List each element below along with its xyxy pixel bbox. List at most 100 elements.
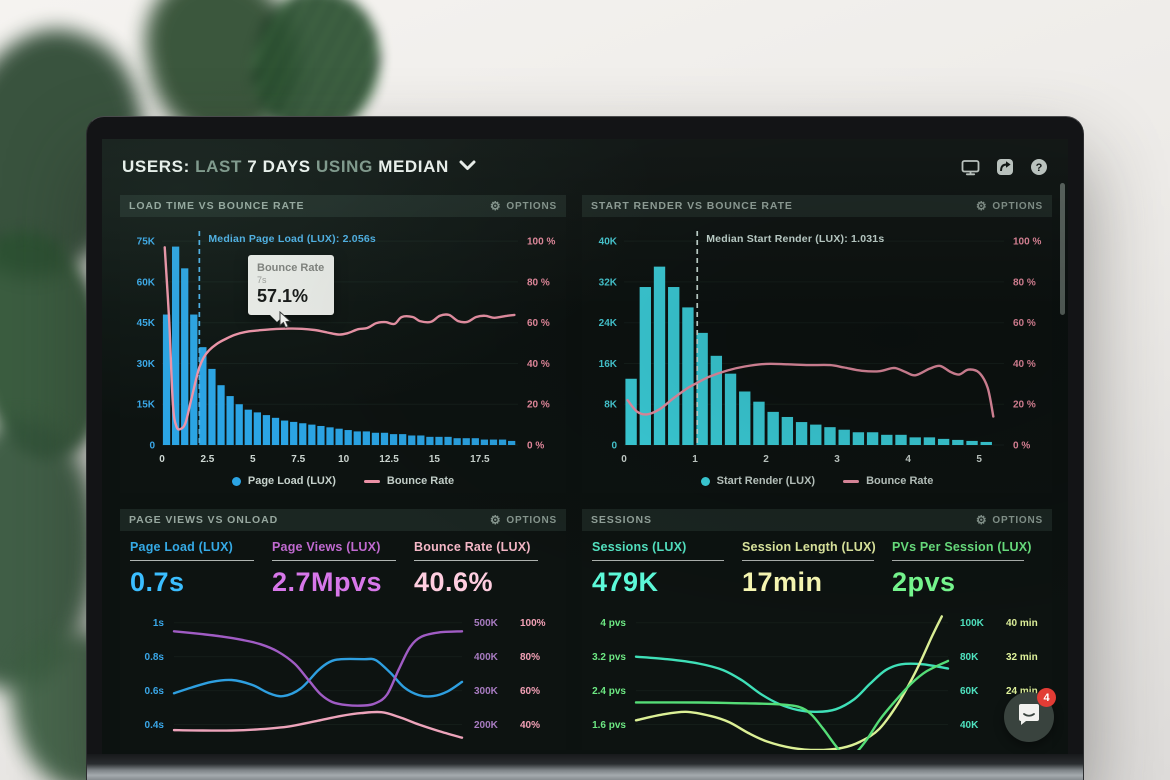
metric-underline: [892, 560, 1024, 561]
metric-value: 2.7Mpvs: [272, 567, 383, 597]
svg-text:40%: 40%: [520, 720, 540, 731]
options-button[interactable]: ⚙ OPTIONS: [489, 513, 557, 527]
svg-text:45K: 45K: [137, 318, 156, 329]
svg-text:40 %: 40 %: [1013, 359, 1036, 370]
title-part: MEDIAN: [378, 157, 449, 176]
tooltip-title: Bounce Rate: [257, 262, 325, 274]
gear-icon: ⚙: [975, 513, 988, 527]
metric-label: Sessions (LUX): [592, 540, 687, 554]
svg-text:0 %: 0 %: [527, 441, 544, 452]
metric-underline: [130, 560, 254, 561]
svg-text:500K: 500K: [474, 618, 499, 629]
tooltip-subtitle: 7s: [257, 275, 267, 285]
metrics-row: Sessions (LUX) 479K Session Length (LUX)…: [582, 531, 1052, 600]
svg-text:1: 1: [692, 454, 698, 465]
svg-text:75K: 75K: [137, 237, 156, 248]
svg-text:3: 3: [834, 454, 840, 465]
panel-header: SESSIONS ⚙ OPTIONS: [582, 509, 1052, 531]
svg-text:0.6s: 0.6s: [145, 686, 165, 697]
metric-session-length: Session Length (LUX) 17min: [742, 540, 892, 598]
metric-value: 40.6%: [414, 567, 494, 597]
svg-text:0: 0: [621, 454, 627, 465]
gear-icon: ⚙: [975, 199, 988, 213]
chart-legend: Page Load (LUX) Bounce Rate: [120, 469, 566, 493]
legend-item: Bounce Rate: [843, 475, 933, 487]
panel-header: START RENDER VS BOUNCE RATE ⚙ OPTIONS: [582, 195, 1052, 217]
svg-text:400K: 400K: [474, 652, 499, 663]
svg-text:5: 5: [250, 454, 256, 465]
svg-text:?: ?: [1035, 162, 1042, 174]
chart-legend: Start Render (LUX) Bounce Rate: [582, 469, 1052, 493]
svg-text:0: 0: [149, 441, 155, 452]
svg-text:16K: 16K: [599, 359, 618, 370]
svg-text:7.5: 7.5: [291, 454, 305, 465]
svg-text:300K: 300K: [474, 686, 499, 697]
svg-text:40 %: 40 %: [527, 359, 550, 370]
svg-text:100%: 100%: [520, 618, 546, 629]
metric-label: Page Load (LUX): [130, 540, 234, 554]
metric-label: Bounce Rate (LUX): [414, 540, 531, 554]
options-button[interactable]: ⚙ OPTIONS: [975, 199, 1043, 213]
svg-text:2.4 pvs: 2.4 pvs: [592, 686, 626, 697]
chat-widget-button[interactable]: 4: [1004, 688, 1056, 742]
panel-title: START RENDER VS BOUNCE RATE: [591, 200, 793, 212]
panel-header: PAGE VIEWS VS ONLOAD ⚙ OPTIONS: [120, 509, 566, 531]
svg-text:0: 0: [159, 454, 165, 465]
svg-text:40K: 40K: [599, 237, 618, 248]
svg-text:40K: 40K: [960, 720, 979, 731]
scrollbar-thumb[interactable]: [1060, 183, 1065, 315]
svg-text:60K: 60K: [960, 686, 979, 697]
options-button[interactable]: ⚙ OPTIONS: [975, 513, 1043, 527]
svg-text:80 %: 80 %: [1013, 277, 1036, 288]
metric-pvs-per-session: PVs Per Session (LUX) 2pvs: [892, 540, 1042, 598]
dashboard-title-dropdown[interactable]: USERS: LAST 7 DAYS USING MEDIAN: [122, 157, 476, 177]
svg-text:32K: 32K: [599, 277, 618, 288]
panel-title: PAGE VIEWS VS ONLOAD: [129, 514, 279, 526]
title-part: USERS:: [122, 157, 196, 176]
svg-text:60 %: 60 %: [1013, 318, 1036, 329]
svg-text:15K: 15K: [137, 400, 156, 411]
options-button[interactable]: ⚙ OPTIONS: [489, 199, 557, 213]
page-title: USERS: LAST 7 DAYS USING MEDIAN: [122, 157, 449, 177]
svg-text:24K: 24K: [599, 318, 618, 329]
mouse-cursor-icon: [278, 310, 292, 334]
chat-bubble-icon: [1016, 702, 1042, 733]
svg-text:2: 2: [763, 454, 769, 465]
svg-text:32 min: 32 min: [1006, 652, 1038, 663]
metric-label: PVs Per Session (LUX): [892, 540, 1032, 554]
start-render-chart: 40K 100 % 32K 80 % 24K 60 % 16K 40 % 8K 20 % 0 0 % 0…: [599, 231, 1041, 465]
svg-text:4: 4: [905, 454, 911, 465]
panel-load-time-vs-bounce-rate: LOAD TIME VS BOUNCE RATE ⚙ OPTIONS 75K 100…: [120, 195, 566, 493]
metric-value: 17min: [742, 567, 823, 597]
svg-text:Median Page Load (LUX): 2.056s: Median Page Load (LUX): 2.056s: [208, 233, 376, 245]
svg-text:60 %: 60 %: [527, 318, 550, 329]
dashboard-header: USERS: LAST 7 DAYS USING MEDIAN ?: [102, 139, 1068, 195]
panel-start-render-vs-bounce-rate: START RENDER VS BOUNCE RATE ⚙ OPTIONS 40K…: [582, 195, 1052, 493]
share-icon[interactable]: [995, 158, 1014, 177]
legend-item: Start Render (LUX): [700, 475, 815, 487]
panel-sessions: SESSIONS ⚙ OPTIONS Sessions (LUX) 479K Se…: [582, 509, 1052, 750]
svg-text:1s: 1s: [153, 618, 165, 629]
svg-text:0 %: 0 %: [1013, 441, 1030, 452]
svg-text:20 %: 20 %: [527, 400, 550, 411]
svg-text:2.5: 2.5: [200, 454, 214, 465]
gear-icon: ⚙: [489, 199, 502, 213]
toolbar: ?: [961, 158, 1048, 177]
svg-text:5: 5: [976, 454, 982, 465]
chart-tooltip: Bounce Rate 7s 57.1%: [248, 255, 334, 322]
svg-text:0.8s: 0.8s: [145, 652, 165, 663]
help-icon[interactable]: ?: [1029, 158, 1048, 177]
metric-page-views: Page Views (LUX) 2.7Mpvs: [272, 540, 414, 598]
page-views-chart: 1s 500K 100% 0.8s 400K 80% 0.6s 300K 60% 0.4s 200K…: [145, 618, 546, 739]
svg-text:10: 10: [338, 454, 350, 465]
legend-dot: [700, 476, 710, 486]
svg-text:20 %: 20 %: [1013, 400, 1036, 411]
svg-text:60K: 60K: [137, 277, 156, 288]
svg-text:24 min: 24 min: [1006, 686, 1038, 697]
display-icon[interactable]: [961, 158, 980, 177]
metric-underline: [592, 560, 724, 561]
svg-text:100K: 100K: [960, 618, 985, 629]
title-part: LAST: [195, 157, 248, 176]
metric-page-load: Page Load (LUX) 0.7s: [130, 540, 272, 598]
svg-text:80%: 80%: [520, 652, 540, 663]
